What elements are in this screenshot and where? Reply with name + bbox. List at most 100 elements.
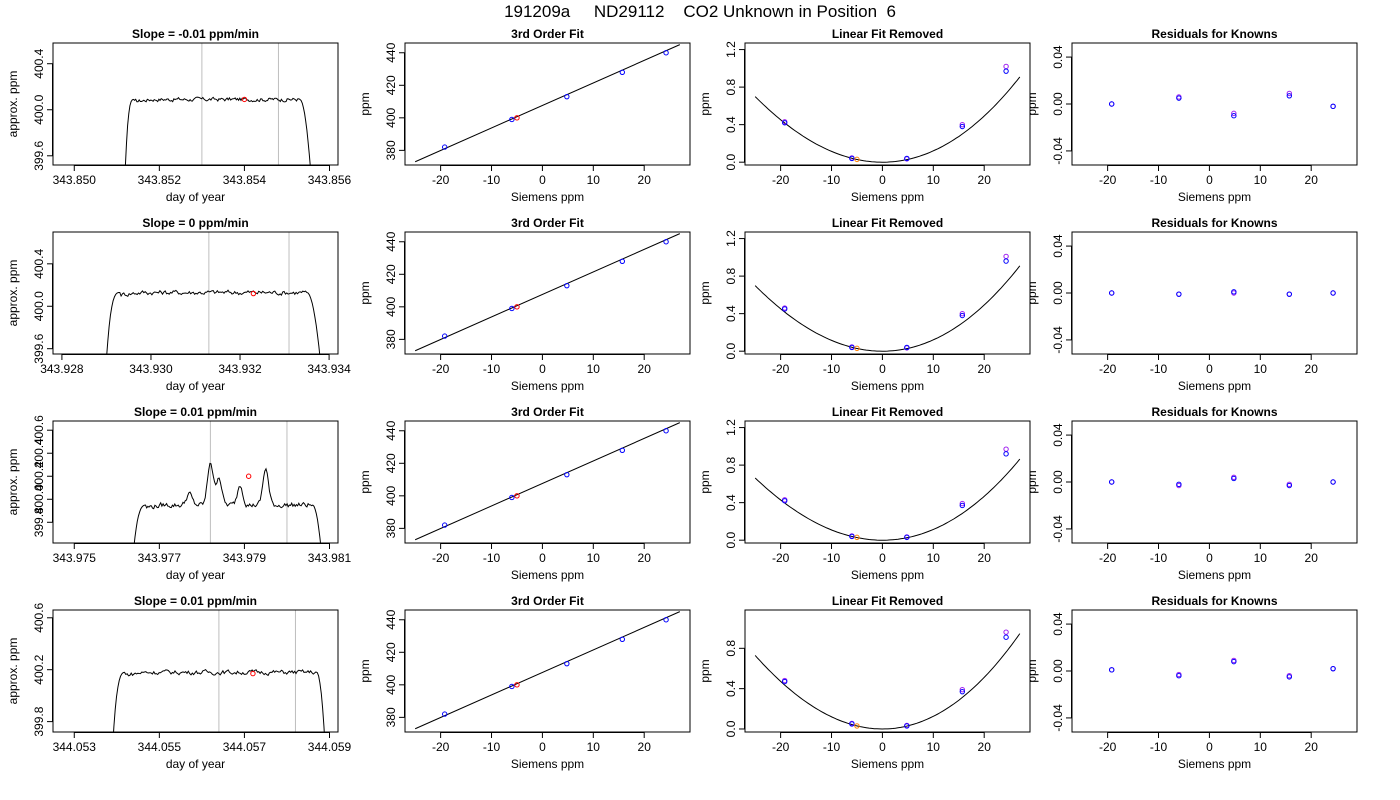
standard-point bbox=[619, 447, 626, 453]
plot-area bbox=[754, 446, 1021, 541]
plot-area bbox=[1108, 289, 1336, 297]
x-tick-label: -20 bbox=[772, 740, 790, 754]
standard-point bbox=[663, 239, 669, 245]
standard-point bbox=[619, 258, 626, 264]
x-tick-label: 20 bbox=[978, 551, 992, 565]
standard-point bbox=[904, 534, 910, 541]
panel-title: Linear Fit Removed bbox=[832, 27, 943, 41]
panel-2-3: Residuals for Knowns -20 -10 0 10 20 -0.04 0.00… bbox=[1025, 405, 1358, 582]
x-tick-label: 20 bbox=[978, 173, 992, 187]
standard-point bbox=[1231, 658, 1237, 665]
fit-line bbox=[414, 422, 681, 541]
panel-0-2: Linear Fit Removed -20 -10 0 10 20 0.0 0.4 0.8 1.… bbox=[698, 27, 1031, 204]
standard-point bbox=[619, 69, 626, 75]
panel-title: Linear Fit Removed bbox=[832, 216, 943, 230]
y-tick-label: 420 bbox=[384, 264, 398, 284]
panel-title: Residuals for Knowns bbox=[1151, 27, 1277, 41]
standard-point bbox=[959, 123, 966, 130]
fit-curve bbox=[754, 458, 1021, 541]
unknown-point bbox=[514, 493, 520, 499]
x-tick-label: 344.053 bbox=[53, 740, 97, 754]
panel-title: Residuals for Knowns bbox=[1151, 594, 1277, 608]
standard-point bbox=[849, 155, 855, 162]
panel-title: Slope = 0 ppm/min bbox=[142, 216, 248, 230]
panel-title: Linear Fit Removed bbox=[832, 594, 943, 608]
panel-3-3: Residuals for Knowns -20 -10 0 10 20 -0.04 0.00… bbox=[1025, 594, 1358, 771]
standard-point bbox=[441, 144, 448, 150]
y-tick-label: -0.04 bbox=[1051, 137, 1065, 165]
panel-title: Slope = 0.01 ppm/min bbox=[134, 405, 257, 419]
plot-area bbox=[414, 44, 681, 163]
x-tick-label: -10 bbox=[823, 551, 841, 565]
standard-point bbox=[1330, 479, 1336, 485]
plot-area bbox=[414, 611, 681, 730]
x-tick-label: -20 bbox=[772, 551, 790, 565]
panel-frame bbox=[52, 609, 339, 733]
panel-frame bbox=[404, 609, 691, 733]
unknown-marker bbox=[245, 473, 252, 479]
residual-alt-point bbox=[959, 500, 966, 507]
standard-point bbox=[619, 636, 626, 642]
panel-1-1: 3rd Order Fit -20 -10 0 10 20 380 400 420 440 Siem… bbox=[358, 216, 691, 393]
standard-point bbox=[959, 688, 966, 695]
y-tick-label: 1.2 bbox=[724, 41, 738, 58]
x-tick-label: -10 bbox=[1150, 740, 1168, 754]
standard-point bbox=[1330, 665, 1336, 672]
standard-point bbox=[781, 306, 788, 312]
fit-line bbox=[414, 44, 681, 163]
x-tick-label: 20 bbox=[638, 740, 652, 754]
y-axis-label: ppm bbox=[358, 470, 372, 493]
x-tick-label: 20 bbox=[1305, 173, 1319, 187]
x-tick-label: -10 bbox=[823, 362, 841, 376]
unknown-point bbox=[854, 345, 860, 352]
panel-1-0: Slope = 0 ppm/min 343.928 343.930 343.932 34… bbox=[6, 216, 351, 393]
y-tick-label: 380 bbox=[384, 518, 398, 538]
standard-point bbox=[1231, 475, 1237, 482]
x-axis-label: Siemens ppm bbox=[511, 379, 584, 393]
trace-line bbox=[106, 289, 321, 354]
standard-point bbox=[1231, 289, 1237, 295]
y-tick-label: 400.4 bbox=[32, 438, 46, 468]
fit-curve bbox=[754, 633, 1021, 730]
y-tick-label: 380 bbox=[384, 140, 398, 160]
x-tick-label: 0 bbox=[539, 740, 546, 754]
standard-point bbox=[1231, 113, 1237, 119]
plot-area bbox=[1108, 474, 1336, 489]
unknown-point bbox=[514, 682, 520, 688]
standard-point bbox=[904, 723, 910, 729]
x-axis-label: Siemens ppm bbox=[851, 379, 924, 393]
standard-point bbox=[564, 282, 570, 289]
x-tick-label: -20 bbox=[432, 551, 450, 565]
y-tick-label: 380 bbox=[384, 707, 398, 727]
y-tick-label: 440 bbox=[384, 420, 398, 440]
x-tick-label: 0 bbox=[539, 362, 546, 376]
y-tick-label: 0.04 bbox=[1051, 612, 1065, 636]
panel-3-0: Slope = 0.01 ppm/min 344.053 344.055 344.05… bbox=[6, 594, 352, 771]
panel-frame bbox=[1071, 609, 1358, 733]
x-tick-label: 343.856 bbox=[308, 173, 352, 187]
x-tick-label: -10 bbox=[1150, 551, 1168, 565]
x-tick-label: 344.059 bbox=[308, 740, 352, 754]
residual-alt-point bbox=[959, 310, 966, 317]
standard-point bbox=[1330, 290, 1336, 296]
standard-point bbox=[1286, 674, 1293, 680]
x-tick-label: -10 bbox=[823, 173, 841, 187]
y-tick-label: 0.00 bbox=[1051, 92, 1065, 116]
x-tick-label: 343.852 bbox=[138, 173, 182, 187]
y-tick-label: 0.00 bbox=[1051, 470, 1065, 494]
panel-0-0: Slope = -0.01 ppm/min 343.850 343.852 343.8… bbox=[6, 27, 352, 204]
x-tick-label: 343.928 bbox=[40, 362, 84, 376]
residual-alt-point bbox=[1286, 90, 1293, 97]
y-axis-label: ppm bbox=[358, 659, 372, 682]
x-tick-label: 343.850 bbox=[53, 173, 97, 187]
x-tick-label: -20 bbox=[432, 173, 450, 187]
y-tick-label: -0.04 bbox=[1051, 515, 1065, 543]
panel-title: 3rd Order Fit bbox=[511, 405, 584, 419]
standard-point bbox=[904, 344, 910, 351]
standard-point bbox=[1108, 479, 1115, 485]
x-tick-label: 0 bbox=[539, 551, 546, 565]
x-tick-label: 343.932 bbox=[218, 362, 262, 376]
x-tick-label: -20 bbox=[1099, 173, 1117, 187]
y-axis-label: approx. ppm bbox=[6, 638, 20, 705]
plot-area bbox=[106, 232, 321, 354]
